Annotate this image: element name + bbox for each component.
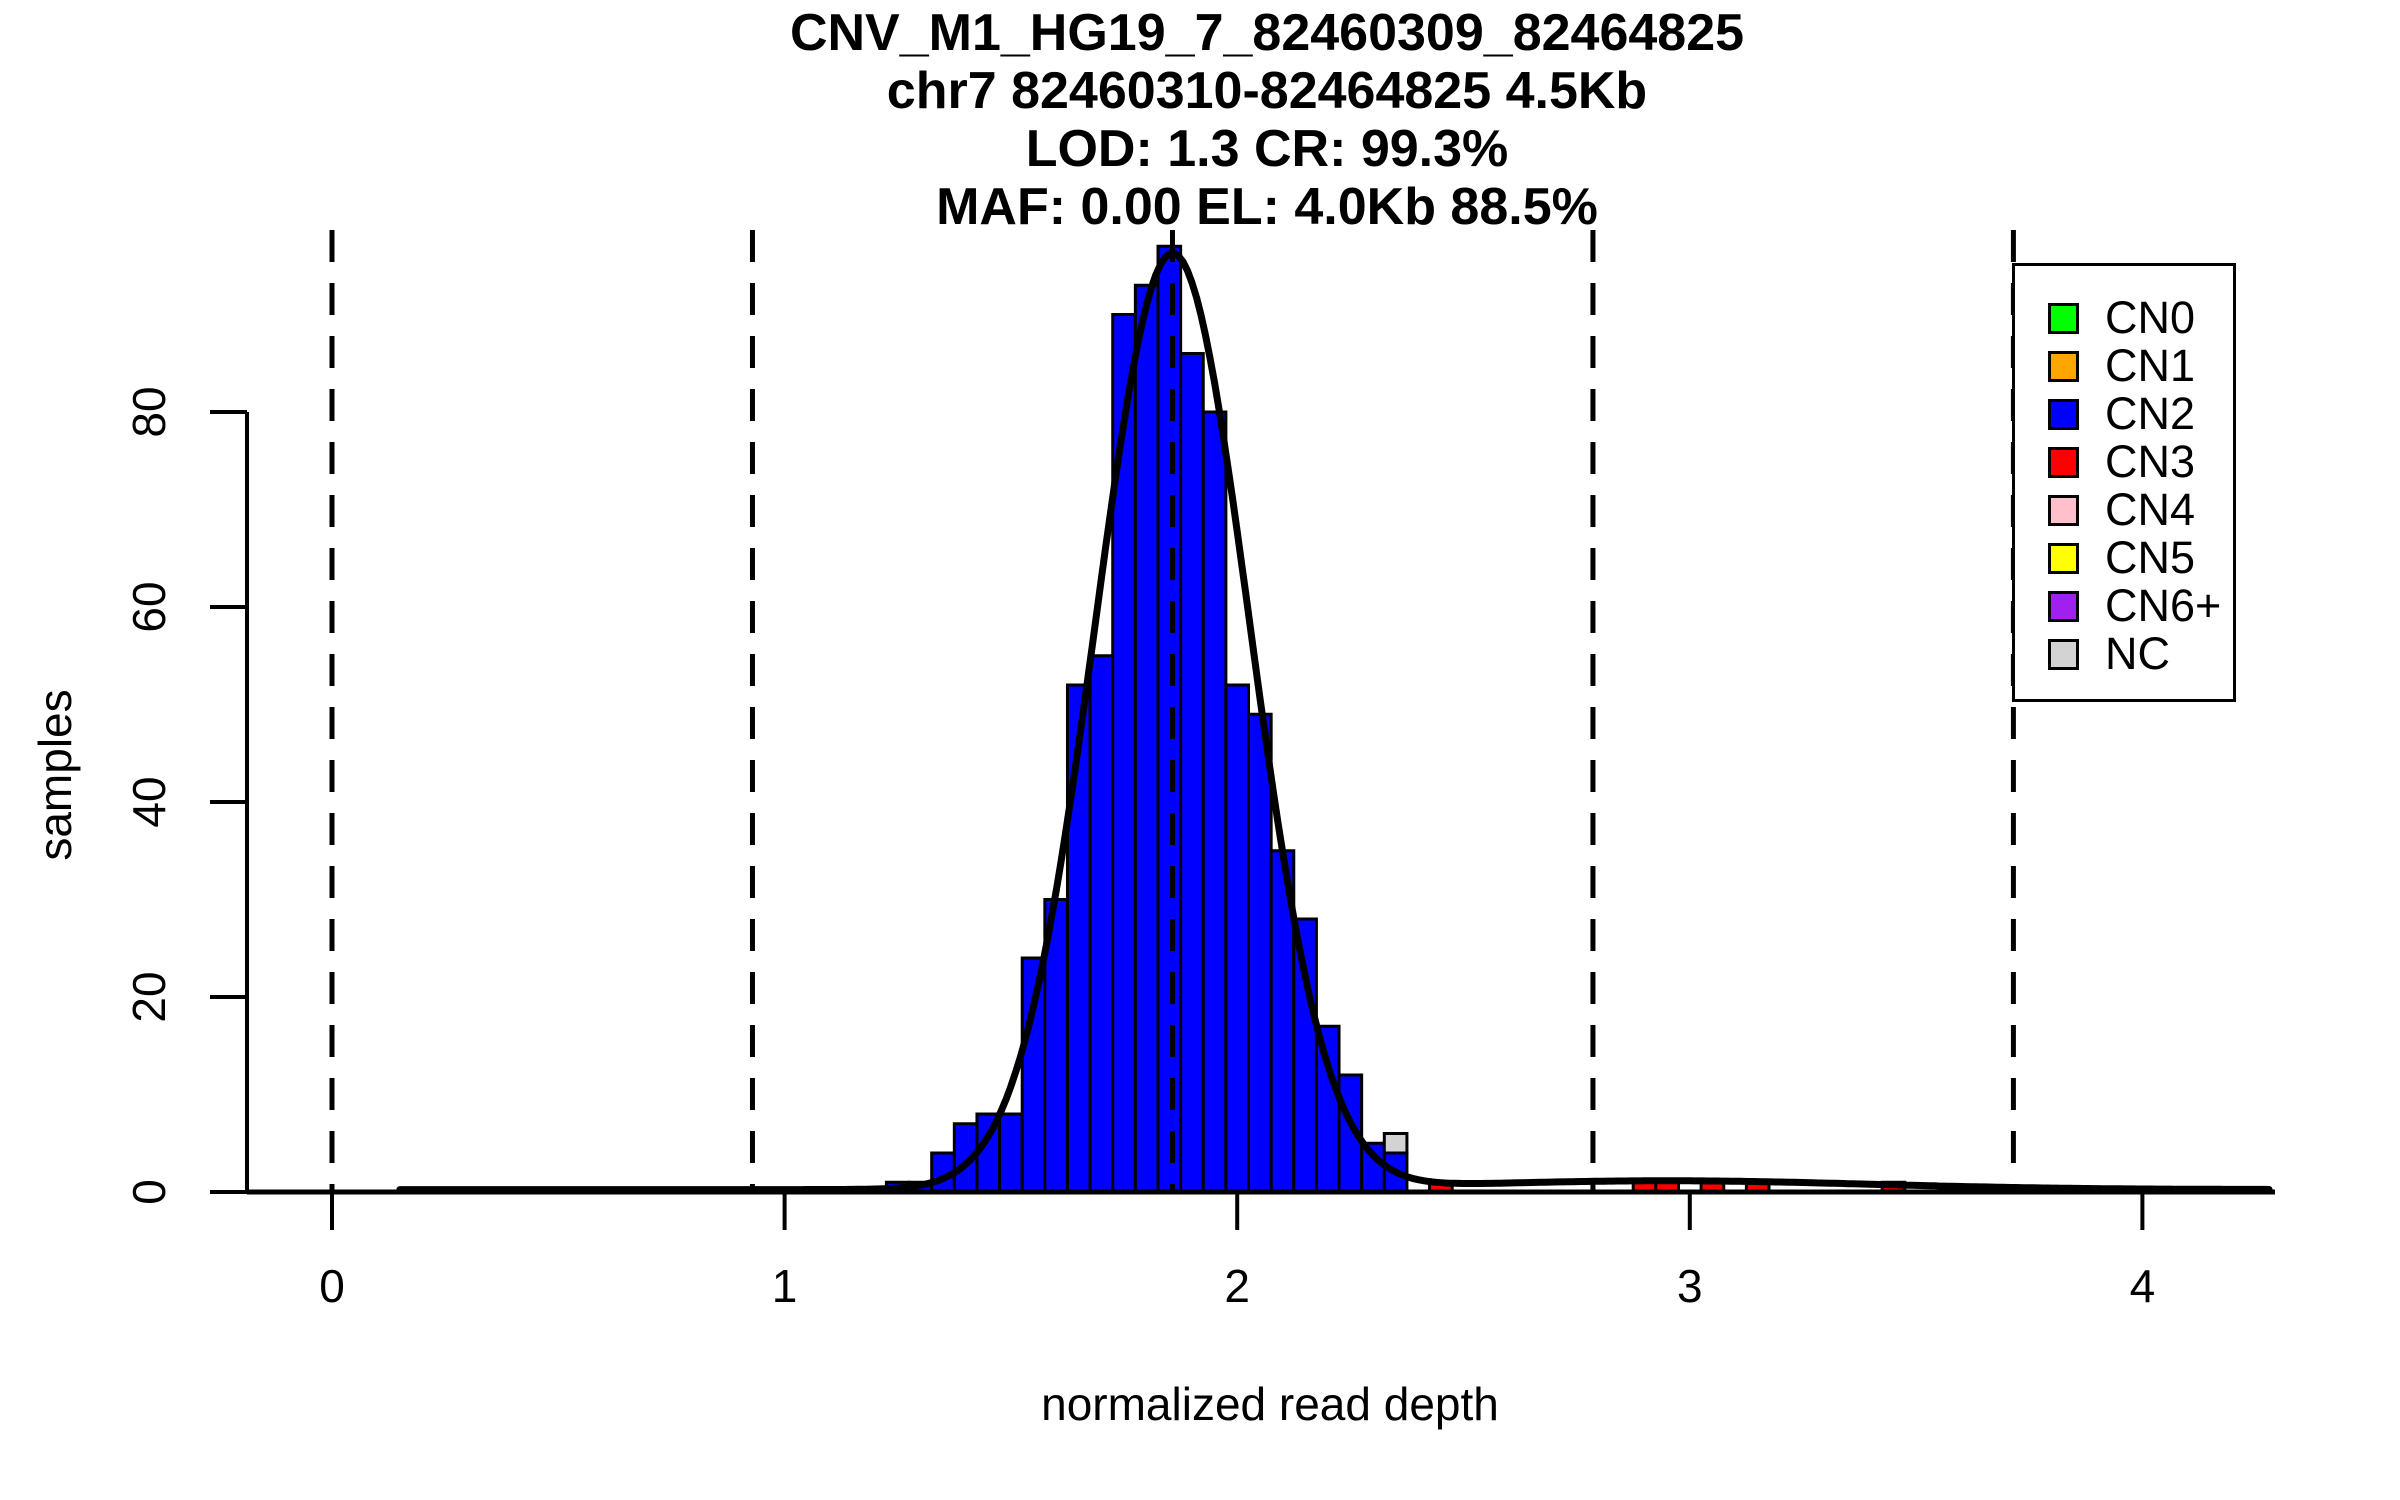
legend-swatch-cn5: [2048, 542, 2079, 574]
legend-item-cn1: CN1: [2015, 342, 2233, 390]
x-tick-label: 0: [319, 1260, 345, 1312]
histogram-bar-cn2: [1111, 313, 1137, 1194]
histogram-bar-cn2: [1247, 712, 1273, 1194]
chart-title-line-3: LOD: 1.3 CR: 99.3%: [1025, 120, 1509, 178]
legend-item-label: CN0: [2105, 292, 2196, 343]
y-tick-label: 60: [123, 581, 175, 632]
legend-swatch-cn3: [2048, 446, 2079, 478]
legend-swatch-cn6plus: [2048, 590, 2079, 622]
legend-item-label: CN2: [2105, 388, 2196, 439]
chart-title-line-1: CNV_M1_HG19_7_82460309_82464825: [789, 4, 1745, 62]
histogram-bar-cn2: [1133, 283, 1160, 1194]
legend-swatch-cn0: [2048, 302, 2079, 334]
legend-swatch-cn1: [2048, 350, 2079, 382]
legend-swatch-cn2: [2048, 398, 2079, 430]
legend-item-cn4: CN4: [2015, 486, 2233, 534]
legend-item-nc: NC: [2015, 630, 2233, 678]
legend-swatch-nc: [2048, 638, 2079, 670]
chart-title-line-4: MAF: 0.00 EL: 4.0Kb 88.5%: [936, 178, 1598, 236]
histogram-bar-cn2: [1179, 352, 1205, 1194]
legend-item-label: NC: [2105, 628, 2170, 679]
chart-title: CNV_M1_HG19_7_82460309_82464825 chr7 824…: [790, 4, 1744, 236]
histogram-bar-cn2: [1314, 1024, 1341, 1194]
legend-item-label: CN3: [2105, 436, 2196, 487]
legend-item-cn6plus: CN6+: [2015, 582, 2233, 630]
x-axis-title: normalized read depth: [1041, 1378, 1499, 1430]
histogram-bar-cn2: [1156, 244, 1183, 1194]
legend: CN0 CN1 CN2 CN3 CN4 CN5 CN6+ NC: [2012, 263, 2236, 702]
x-tick-label: 4: [2130, 1260, 2156, 1312]
histogram-bar-cn2: [1224, 683, 1251, 1194]
legend-swatch-cn4: [2048, 494, 2079, 526]
legend-item-cn0: CN0: [2015, 294, 2233, 342]
histogram-bar-cn2: [998, 1112, 1024, 1194]
y-tick-label: 80: [123, 386, 175, 437]
x-tick-label: 2: [1224, 1260, 1250, 1312]
x-tick-label: 3: [1677, 1260, 1703, 1312]
histogram-bar-nc: [1382, 1132, 1409, 1155]
legend-item-label: CN1: [2105, 340, 2196, 391]
histogram-bar-cn2: [1088, 654, 1115, 1194]
legend-item-cn3: CN3: [2015, 438, 2233, 486]
y-axis-title: samples: [29, 689, 81, 861]
chart-title-line-2: chr7 82460310-82464825 4.5Kb: [886, 62, 1648, 120]
y-tick-label: 40: [123, 776, 175, 827]
legend-item-label: CN5: [2105, 532, 2196, 583]
legend-item-label: CN6+: [2105, 580, 2222, 631]
x-tick-label: 1: [772, 1260, 798, 1312]
legend-item-label: CN4: [2105, 484, 2196, 535]
histogram-bar-cn2: [1201, 410, 1228, 1194]
y-tick-label: 20: [123, 971, 175, 1022]
legend-item-cn2: CN2: [2015, 390, 2233, 438]
y-tick-label: 0: [123, 1179, 175, 1205]
legend-item-cn5: CN5: [2015, 534, 2233, 582]
